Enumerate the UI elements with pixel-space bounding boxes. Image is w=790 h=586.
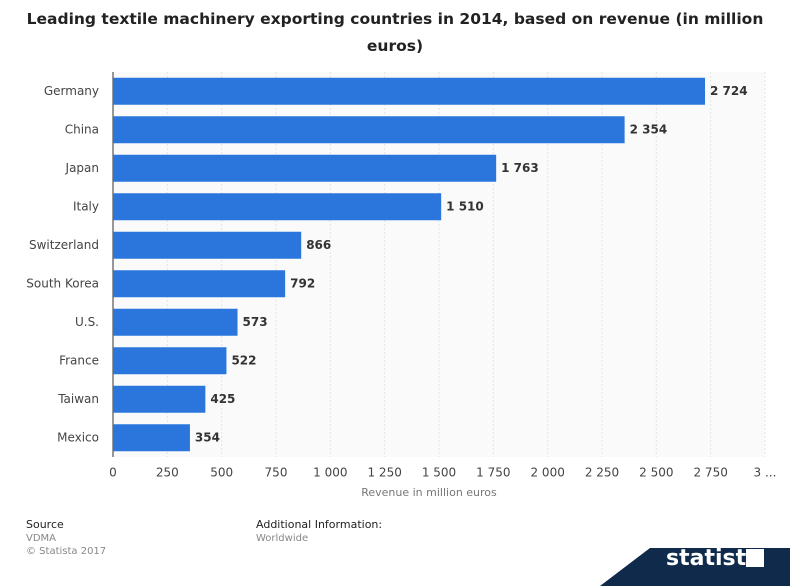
x-tick-label: 0 bbox=[109, 466, 117, 480]
x-axis-label: Revenue in million euros bbox=[361, 486, 497, 499]
source: Source VDMA © Statista 2017 bbox=[26, 518, 106, 557]
y-tick-label: France bbox=[59, 353, 99, 367]
value-label: 2 724 bbox=[710, 84, 748, 98]
value-label: 866 bbox=[306, 238, 331, 252]
y-tick-label: China bbox=[65, 122, 99, 136]
y-tick-label: Germany bbox=[44, 84, 99, 98]
x-tick-label: 2 250 bbox=[585, 466, 619, 480]
value-label: 425 bbox=[210, 392, 235, 406]
x-tick-label: 1 250 bbox=[367, 466, 401, 480]
source-title: Source bbox=[26, 518, 64, 531]
value-label: 1 763 bbox=[501, 161, 539, 175]
value-label: 792 bbox=[290, 276, 315, 290]
y-tick-label: South Korea bbox=[26, 276, 99, 290]
logo: statista bbox=[666, 546, 761, 571]
x-tick-label: 750 bbox=[265, 466, 288, 480]
logo-banner bbox=[600, 548, 790, 586]
y-tick-label: U.S. bbox=[75, 315, 99, 329]
x-tick-label: 250 bbox=[156, 466, 179, 480]
y-tick-label: Japan bbox=[65, 161, 99, 175]
value-label: 522 bbox=[231, 353, 256, 367]
y-tick-label: Italy bbox=[73, 199, 99, 213]
y-tick-label: Taiwan bbox=[57, 392, 99, 406]
x-tick-label: 1 750 bbox=[476, 466, 510, 480]
info-text: Worldwide bbox=[256, 533, 309, 544]
bar bbox=[113, 193, 442, 221]
copyright: © Statista 2017 bbox=[26, 546, 107, 557]
value-label: 2 354 bbox=[630, 122, 668, 136]
bar bbox=[113, 385, 206, 413]
x-tick-label: 1 500 bbox=[422, 466, 456, 480]
y-tick-label: Switzerland bbox=[29, 238, 99, 252]
bar bbox=[113, 308, 238, 336]
bar bbox=[113, 424, 190, 452]
bar bbox=[113, 154, 497, 182]
x-tick-label: 2 500 bbox=[639, 466, 673, 480]
x-tick-label: 500 bbox=[210, 466, 233, 480]
bar bbox=[113, 270, 286, 298]
value-label: 573 bbox=[243, 315, 268, 329]
y-tick-label: Mexico bbox=[57, 430, 99, 444]
value-label: 354 bbox=[195, 430, 220, 444]
bar bbox=[113, 347, 227, 375]
source-text: VDMA bbox=[26, 533, 57, 544]
bar bbox=[113, 231, 302, 259]
info-title: Additional Information: bbox=[256, 518, 383, 531]
value-label: 1 510 bbox=[446, 199, 484, 213]
bar bbox=[113, 77, 706, 105]
x-tick-label: 2 750 bbox=[693, 466, 727, 480]
chart-title: Leading textile machinery exporting coun… bbox=[26, 10, 764, 55]
x-tick-label: 3 ... bbox=[754, 466, 777, 480]
logo-icon bbox=[746, 549, 764, 567]
bar bbox=[113, 116, 625, 144]
info: Additional Information: Worldwide bbox=[256, 518, 382, 544]
x-tick-label: 2 000 bbox=[530, 466, 564, 480]
x-tick-label: 1 000 bbox=[313, 466, 347, 480]
